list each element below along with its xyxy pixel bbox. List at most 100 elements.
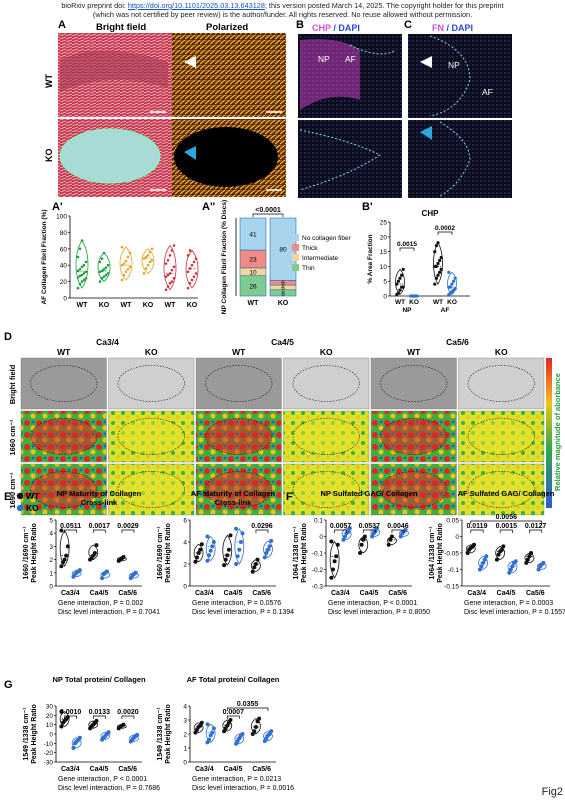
data-point	[450, 282, 454, 286]
data-point	[205, 534, 210, 539]
bar-segment	[269, 217, 297, 281]
violin-outline	[387, 536, 397, 546]
data-point	[188, 249, 192, 252]
stats-footer: Gene interaction, P = 0.0576	[192, 600, 281, 607]
data-point	[472, 542, 476, 547]
data-point	[76, 276, 80, 279]
legend-label: No collagen fiber	[302, 235, 352, 242]
y-axis-label: 1549 /1338 cm⁻¹	[157, 707, 164, 761]
data-point	[122, 262, 126, 265]
group-label: AF	[441, 307, 450, 314]
panel-label-A2: A''	[202, 201, 216, 213]
y-axis-label: 1064 /1338 cm⁻¹	[293, 526, 300, 580]
data-point	[195, 555, 199, 560]
panel-label-F: F	[286, 491, 293, 503]
violin-outline	[251, 718, 261, 735]
data-point	[223, 557, 228, 562]
data-point	[329, 575, 334, 580]
data-point	[84, 260, 88, 264]
data-point	[199, 720, 204, 725]
data-point	[388, 537, 393, 542]
x-tick-label: Ca5/6	[252, 590, 271, 597]
bright-field-ko-np	[59, 128, 161, 184]
data-point	[238, 540, 243, 544]
data-point	[193, 559, 198, 564]
x-tick-label: WT	[395, 299, 405, 306]
genotype-label: KO	[320, 347, 333, 357]
data-point	[434, 276, 438, 280]
data-point	[100, 277, 104, 280]
data-point	[106, 730, 111, 735]
y-tick-label: 100	[56, 214, 67, 221]
boundary-line	[349, 44, 397, 55]
y-tick-label: 2	[183, 562, 187, 569]
data-point	[124, 259, 128, 263]
violin-outline	[100, 731, 111, 741]
x-tick-label: Ca3/4	[195, 590, 214, 597]
violin-outline	[507, 560, 518, 574]
data-point	[65, 544, 70, 549]
data-point	[401, 285, 405, 289]
data-point	[126, 268, 130, 271]
data-point	[142, 257, 146, 260]
data-point	[265, 547, 270, 552]
chart-title: AF Total protein/ Collagen	[187, 675, 280, 684]
data-point	[120, 278, 124, 282]
data-point	[164, 288, 168, 292]
data-point	[412, 294, 416, 298]
violin-outline	[193, 722, 204, 734]
stats-footer: Gene interaction, P = 0.002	[58, 600, 143, 607]
data-point	[343, 534, 348, 539]
panel-c-title: FN / DAPI	[432, 23, 473, 33]
np-outline	[30, 365, 98, 402]
y-tick-label: -0.05	[444, 551, 459, 558]
data-point	[401, 267, 405, 271]
legend-ko-marker	[16, 504, 24, 512]
ftir-tile	[458, 357, 545, 410]
level-label: Ca3/4	[96, 337, 119, 347]
x-tick-label: WT	[433, 299, 443, 306]
data-point	[269, 538, 274, 543]
data-point	[211, 726, 216, 731]
y-tick-label: 80	[60, 230, 68, 237]
data-point	[389, 534, 394, 539]
chart-E1: 0 1 2 3 4 5 1660 /1690 cm⁻¹ Peak Height Ratio NP…	[23, 489, 160, 616]
p-value-label: 0.0015	[397, 241, 417, 248]
x-tick-label: KO	[278, 300, 289, 307]
data-point	[361, 537, 366, 542]
chart-F2: -0.15 -0.1 -0.05 0 0.05 1064 /1338 cm⁻¹ Peak H…	[429, 489, 565, 616]
p-value-label: 0.0002	[435, 225, 455, 232]
data-point	[433, 250, 437, 254]
violin-outline	[263, 540, 273, 558]
x-tick-label: KO	[99, 302, 110, 309]
chart-title: Cross-link	[81, 498, 119, 507]
chart-title: Cross-link	[215, 498, 253, 507]
p-value-label: 0.0133	[89, 709, 111, 716]
data-point	[128, 265, 132, 269]
data-point	[120, 245, 124, 249]
np-label: NP	[448, 60, 460, 70]
data-point	[334, 554, 339, 559]
y-axis-sublabel: Peak Height Ratio	[31, 523, 38, 583]
violin-outline	[234, 733, 245, 745]
data-point	[82, 278, 86, 282]
y-tick-label: 40	[60, 263, 68, 270]
x-tick-label: KO	[409, 299, 419, 306]
x-tick-label: Ca5/6	[252, 766, 271, 773]
np-outline	[205, 365, 273, 402]
np-label: NP	[318, 54, 330, 64]
data-point	[168, 281, 172, 285]
preprint-header: bioRxiv preprint doi: https://doi.org/10…	[0, 1, 565, 19]
p-value-label: 0.0296	[251, 523, 273, 530]
data-point	[80, 265, 84, 269]
significance-bracket	[64, 529, 77, 533]
data-point	[62, 557, 67, 562]
data-point	[142, 272, 146, 275]
doi-link[interactable]: https://doi.org/10.1101/2025.03.13.64312…	[127, 1, 265, 10]
legend-swatch	[292, 234, 299, 241]
data-point	[496, 552, 501, 557]
data-point	[438, 258, 442, 263]
data-point	[210, 730, 215, 735]
violin-outline	[88, 544, 99, 561]
data-point	[252, 729, 257, 734]
